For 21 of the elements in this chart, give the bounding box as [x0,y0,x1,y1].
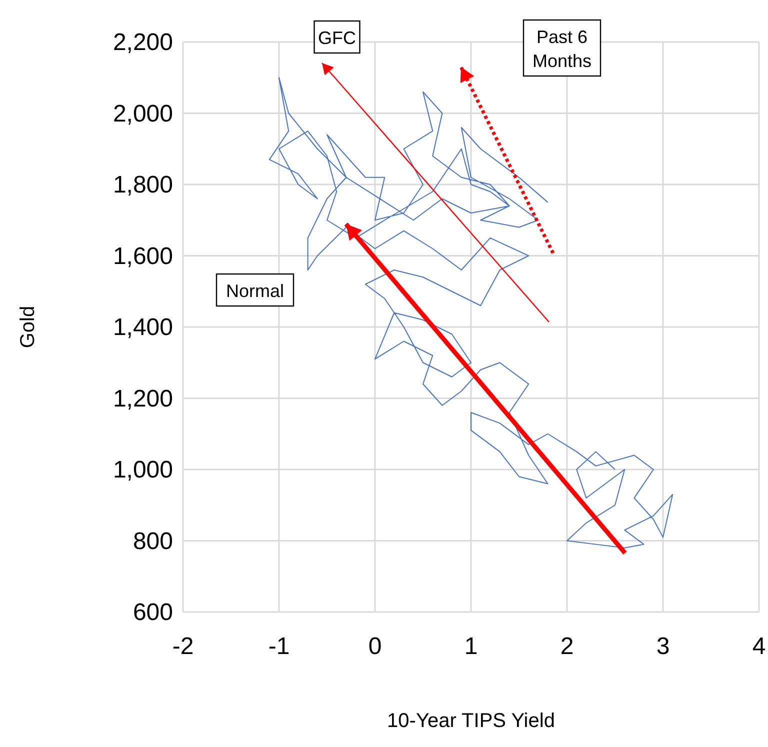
x-tick-label: 2 [560,633,574,660]
x-tick-label: 4 [752,633,766,660]
y-tick-label: 1,800 [112,172,173,198]
x-tick-label: -2 [172,633,194,660]
y-tick-label: 1,400 [112,314,173,341]
y-tick-label: 2,000 [112,100,173,128]
y-tick-label: 600 [132,599,173,626]
y-tick-label: 1,200 [112,385,173,412]
y-tick-label: 1,600 [112,242,173,270]
y-axis-title: Gold [17,306,39,348]
x-tick-label: -1 [268,633,290,660]
y-tick-label: 800 [132,528,173,555]
y-tick-label: 2,200 [112,29,173,56]
x-axis-title: 10-Year TIPS Yield [387,710,555,732]
annotation: Normal [226,281,284,301]
x-tick-label: 1 [464,633,478,660]
x-tick-label: 3 [656,633,670,660]
annotation: GFC [318,28,356,48]
x-tick-label: 0 [368,633,382,660]
annotation: Past 6 Months [532,27,592,71]
y-tick-label: 1,000 [112,456,173,484]
